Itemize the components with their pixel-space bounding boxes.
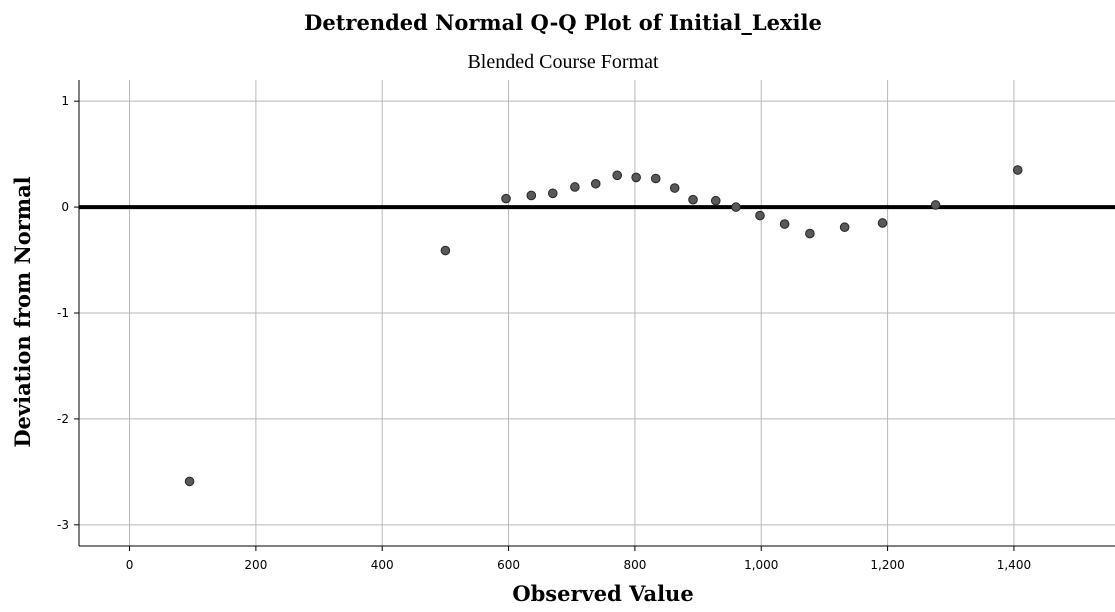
x-tick-label: 200 <box>244 558 267 572</box>
data-point <box>501 193 511 204</box>
y-axis-title: Deviation from Normal <box>10 176 35 447</box>
data-point <box>547 188 558 199</box>
grid-lines <box>79 80 1115 546</box>
data-point <box>650 173 661 184</box>
y-tick-label: -1 <box>57 306 69 320</box>
data-point <box>710 195 721 206</box>
data-point <box>839 222 850 233</box>
data-point <box>184 476 195 487</box>
x-tick-label: 1,400 <box>997 558 1031 572</box>
x-tick-label: 1,200 <box>870 558 904 572</box>
x-tick-label: 800 <box>623 558 646 572</box>
data-point <box>612 170 623 181</box>
data-point <box>877 218 888 228</box>
data-point <box>440 245 451 256</box>
y-tick-label: 1 <box>61 94 69 108</box>
x-axis-title: Observed Value <box>512 581 693 606</box>
y-tick-label: 0 <box>61 200 69 214</box>
data-point <box>526 190 537 201</box>
data-point <box>1012 165 1023 175</box>
x-tick-label: 600 <box>497 558 520 572</box>
data-point <box>779 219 790 229</box>
data-point <box>688 194 698 205</box>
data-point <box>731 202 741 212</box>
data-point <box>590 178 601 189</box>
data-points <box>184 165 1023 487</box>
x-tick-label: 1,000 <box>744 558 778 572</box>
data-point <box>930 200 941 210</box>
y-tick-label: -3 <box>57 518 69 532</box>
x-tick-label: 0 <box>126 558 134 572</box>
tick-labels: 0 200 400 600 800 1,000 1,200 1,400 1 0 -1 -2 -3 <box>57 94 1031 572</box>
x-tick-label: 400 <box>371 558 394 572</box>
axes <box>74 80 1115 551</box>
chart-title: Detrended Normal Q-Q Plot of Initial_Lex… <box>304 10 822 35</box>
data-point <box>570 182 580 192</box>
data-point <box>669 183 680 193</box>
y-tick-label: -2 <box>57 412 69 426</box>
data-point <box>805 228 815 239</box>
chart-subtitle: Blended Course Format <box>467 51 659 73</box>
data-point <box>755 210 765 221</box>
data-point <box>631 172 641 183</box>
